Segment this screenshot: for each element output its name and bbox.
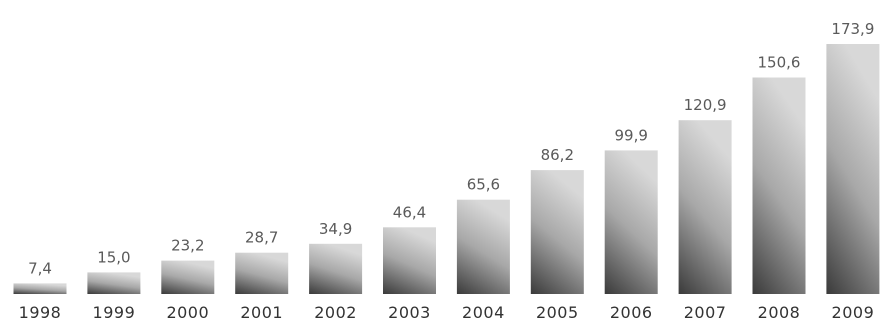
x-tick-2000: 2000 xyxy=(166,303,209,322)
value-label-2009: 173,9 xyxy=(831,20,874,38)
bar-2002 xyxy=(309,243,363,294)
value-label-2004: 65,6 xyxy=(467,176,500,194)
x-tick-2007: 2007 xyxy=(684,303,727,322)
bar-2000 xyxy=(161,260,215,294)
bar-2003 xyxy=(383,227,436,294)
value-label-2001: 28,7 xyxy=(245,229,278,247)
value-label-2005: 86,2 xyxy=(541,146,574,164)
value-label-1998: 7,4 xyxy=(28,259,52,277)
value-label-2006: 99,9 xyxy=(614,126,647,144)
value-labels-group: 7,4 15,0 23,2 28,7 34,9 46,4 65,6 86,2 99,9 120,9… xyxy=(28,20,874,277)
x-tick-2002: 2002 xyxy=(314,303,357,322)
value-label-2000: 23,2 xyxy=(171,237,204,255)
value-label-2008: 150,6 xyxy=(758,54,801,72)
x-tick-2006: 2006 xyxy=(610,303,653,322)
x-tick-2003: 2003 xyxy=(388,303,431,322)
bars-group xyxy=(13,44,880,294)
bar-2007 xyxy=(678,120,732,294)
bar-2004 xyxy=(456,199,510,294)
x-tick-2008: 2008 xyxy=(758,303,801,322)
bar-1999 xyxy=(87,272,141,294)
bar-2005 xyxy=(530,170,584,294)
value-label-1999: 15,0 xyxy=(97,248,130,266)
bar-2006 xyxy=(604,150,658,294)
x-tick-2009: 2009 xyxy=(832,303,875,322)
value-label-2002: 34,9 xyxy=(319,220,352,238)
bar-2008 xyxy=(752,77,806,294)
x-tick-2001: 2001 xyxy=(240,303,283,322)
x-axis-ticks: 1998 1999 2000 2001 2002 2003 2004 2005 2006 2007… xyxy=(19,303,875,322)
value-label-2007: 120,9 xyxy=(684,96,727,114)
bar-2009 xyxy=(826,44,880,294)
bar-2001 xyxy=(235,252,289,294)
x-tick-1999: 1999 xyxy=(93,303,136,322)
value-label-2003: 46,4 xyxy=(393,203,426,221)
x-tick-1998: 1998 xyxy=(19,303,62,322)
x-tick-2005: 2005 xyxy=(536,303,579,322)
x-tick-2004: 2004 xyxy=(462,303,505,322)
bar-1998 xyxy=(13,283,67,294)
